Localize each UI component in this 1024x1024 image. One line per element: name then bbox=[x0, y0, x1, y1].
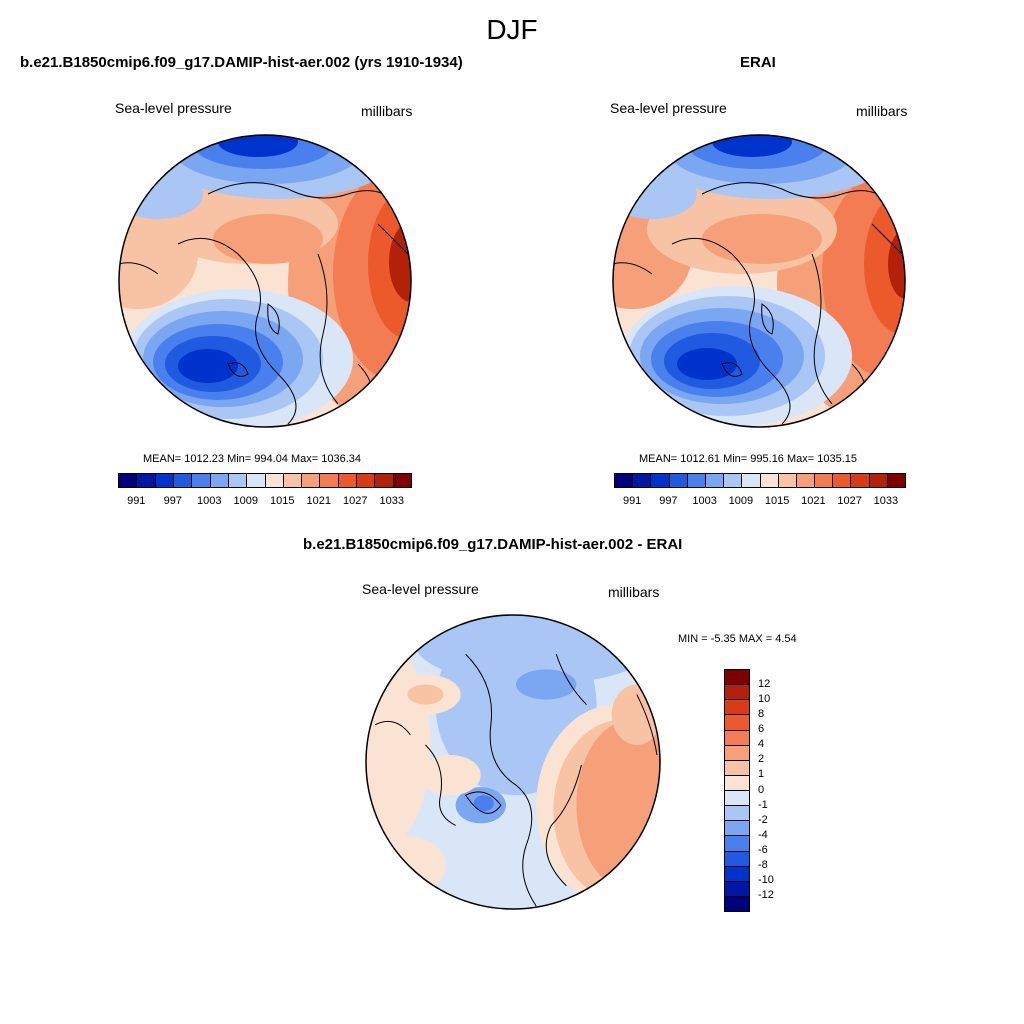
colorbar-swatch bbox=[725, 896, 749, 911]
colorbar-label: 997 bbox=[659, 495, 678, 507]
colorbar-swatch bbox=[869, 474, 888, 487]
colorbar-swatch bbox=[615, 474, 634, 487]
colorbar-swatch bbox=[651, 474, 670, 487]
colorbar-swatch bbox=[725, 700, 749, 716]
colorbar-label: -4 bbox=[758, 828, 768, 841]
colorbar-swatch bbox=[265, 474, 284, 487]
colorbar-label: 1003 bbox=[197, 495, 222, 507]
colorbar-swatch bbox=[669, 474, 688, 487]
colorbar-swatch bbox=[725, 791, 749, 807]
colorbar-label: 12 bbox=[758, 678, 771, 691]
colorbar-swatch bbox=[725, 745, 749, 761]
model-units-label: millibars bbox=[361, 103, 413, 119]
colorbar-swatch bbox=[302, 474, 321, 487]
colorbar-swatch bbox=[687, 474, 706, 487]
colorbar-label: 991 bbox=[127, 495, 146, 507]
colorbar-swatch bbox=[192, 474, 211, 487]
model-colorbar bbox=[118, 473, 412, 488]
obs-units-label: millibars bbox=[856, 103, 908, 119]
obs-stats: MEAN= 1012.61 Min= 995.16 Max= 1035.15 bbox=[639, 453, 858, 465]
colorbar-label: 1027 bbox=[837, 495, 862, 507]
colorbar-swatch bbox=[778, 474, 797, 487]
colorbar-swatch bbox=[725, 806, 749, 822]
model-case-title: b.e21.B1850cmip6.f09_g17.DAMIP-hist-aer.… bbox=[20, 54, 463, 71]
colorbar-swatch bbox=[725, 881, 749, 897]
colorbar-swatch bbox=[725, 851, 749, 867]
colorbar-label: 1009 bbox=[728, 495, 754, 507]
colorbar-label: 1021 bbox=[801, 495, 826, 507]
colorbar-label: -12 bbox=[758, 888, 774, 901]
colorbar-swatch bbox=[725, 730, 749, 746]
model-map bbox=[118, 134, 412, 428]
colorbar-swatch bbox=[887, 474, 905, 487]
colorbar-label: 6 bbox=[758, 723, 765, 736]
colorbar-label: -2 bbox=[758, 813, 768, 826]
colorbar-label: -8 bbox=[758, 858, 768, 871]
colorbar-swatch bbox=[725, 685, 749, 701]
colorbar-swatch bbox=[210, 474, 229, 487]
colorbar-swatch bbox=[137, 474, 156, 487]
colorbar-swatch bbox=[705, 474, 725, 487]
colorbar-label: -1 bbox=[758, 798, 768, 811]
colorbar-swatch bbox=[725, 670, 749, 686]
obs-map bbox=[612, 134, 906, 428]
diff-map bbox=[365, 614, 661, 910]
colorbar-swatch bbox=[119, 474, 138, 487]
obs-colorbar bbox=[614, 473, 906, 488]
colorbar-swatch bbox=[393, 474, 411, 487]
colorbar-label: 1033 bbox=[873, 495, 899, 507]
colorbar-label: 1033 bbox=[379, 495, 404, 507]
colorbar-swatch bbox=[725, 821, 749, 837]
colorbar-label: 10 bbox=[758, 693, 771, 706]
model-variable-label: Sea-level pressure bbox=[115, 100, 232, 116]
diff-case-title: b.e21.B1850cmip6.f09_g17.DAMIP-hist-aer.… bbox=[303, 536, 683, 553]
colorbar-label: 1027 bbox=[343, 495, 368, 507]
colorbar-swatch bbox=[338, 474, 358, 487]
main-title: DJF bbox=[486, 14, 538, 45]
colorbar-swatch bbox=[173, 474, 193, 487]
model-stats: MEAN= 1012.23 Min= 994.04 Max= 1036.34 bbox=[143, 453, 362, 465]
diff-units-label: millibars bbox=[608, 584, 660, 600]
colorbar-swatch bbox=[851, 474, 870, 487]
colorbar-label: -6 bbox=[758, 843, 768, 856]
colorbar-swatch bbox=[742, 474, 761, 487]
colorbar-swatch bbox=[796, 474, 816, 487]
obs-variable-label: Sea-level pressure bbox=[610, 100, 727, 116]
colorbar-swatch bbox=[833, 474, 852, 487]
diff-stats: MIN = -5.35 MAX = 4.54 bbox=[678, 633, 797, 645]
colorbar-swatch bbox=[725, 836, 749, 852]
colorbar-label: 4 bbox=[758, 738, 765, 751]
colorbar-label: 1 bbox=[758, 768, 765, 781]
colorbar-label: 1015 bbox=[764, 495, 790, 507]
colorbar-swatch bbox=[320, 474, 339, 487]
colorbar-label: 1015 bbox=[270, 495, 295, 507]
colorbar-swatch bbox=[725, 775, 749, 791]
diff-colorbar bbox=[724, 669, 750, 912]
colorbar-label: 997 bbox=[163, 495, 182, 507]
colorbar-swatch bbox=[247, 474, 266, 487]
colorbar-label: 991 bbox=[622, 495, 642, 507]
colorbar-swatch bbox=[724, 474, 743, 487]
colorbar-swatch bbox=[283, 474, 303, 487]
colorbar-label: 1003 bbox=[692, 495, 717, 507]
colorbar-label: 0 bbox=[758, 783, 765, 796]
colorbar-swatch bbox=[725, 760, 749, 776]
colorbar-label: 2 bbox=[758, 753, 765, 766]
colorbar-swatch bbox=[633, 474, 652, 487]
colorbar-label: 1009 bbox=[233, 495, 258, 507]
colorbar-swatch bbox=[725, 866, 749, 882]
obs-case-title: ERAI bbox=[740, 54, 776, 71]
colorbar-label: 8 bbox=[758, 708, 765, 721]
colorbar-swatch bbox=[357, 474, 376, 487]
colorbar-swatch bbox=[815, 474, 834, 487]
colorbar-swatch bbox=[155, 474, 174, 487]
colorbar-swatch bbox=[228, 474, 248, 487]
diff-variable-label: Sea-level pressure bbox=[362, 581, 479, 597]
colorbar-label: 1021 bbox=[306, 495, 331, 507]
colorbar-swatch bbox=[725, 715, 749, 731]
colorbar-swatch bbox=[760, 474, 779, 487]
colorbar-swatch bbox=[375, 474, 394, 487]
colorbar-label: -10 bbox=[758, 873, 774, 886]
